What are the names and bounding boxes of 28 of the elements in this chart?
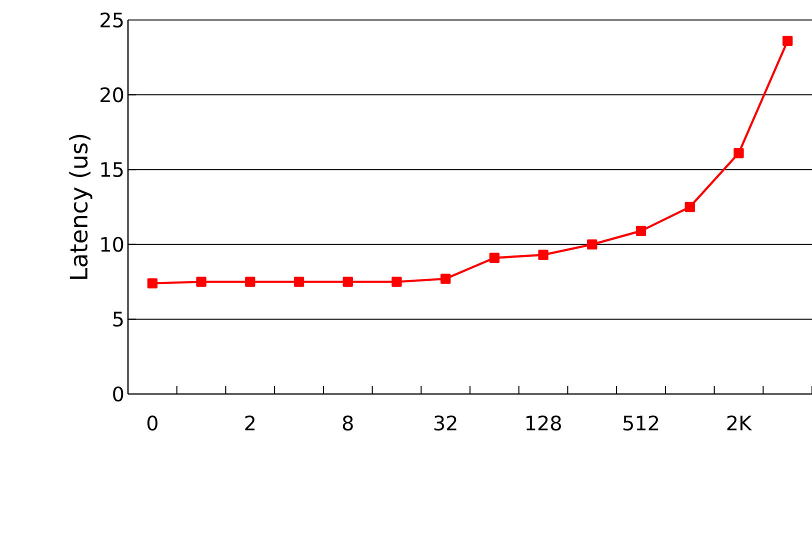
x-tick-label: 32 [434,416,456,431]
y-tick-label: 20 [100,87,124,102]
y-tick-label: 5 [113,312,123,327]
x-tick-label: 2 [245,416,254,430]
x-tick-label: 2K [727,416,752,430]
x-tick-label: 0 [147,416,158,431]
y-tick-label: 10 [101,236,124,252]
point [147,278,158,288]
point [587,239,598,250]
x-tick-label: 128 [526,416,561,431]
point [782,36,793,46]
point [489,252,500,263]
point [294,276,304,287]
y-tick-label: 25 [100,12,123,28]
point [440,274,451,284]
x-tick-label: 8 [342,416,353,431]
y-tick-label: 0 [113,386,124,402]
y-axis-title: Latency (us) [69,134,92,279]
point [684,202,695,212]
point [636,226,646,236]
x-tick-label: 512 [624,416,658,431]
point [392,276,402,287]
point [342,276,353,287]
y-tick-label: 15 [101,162,123,177]
point [196,276,206,287]
point [538,250,548,260]
point [734,148,744,158]
point [245,276,256,287]
